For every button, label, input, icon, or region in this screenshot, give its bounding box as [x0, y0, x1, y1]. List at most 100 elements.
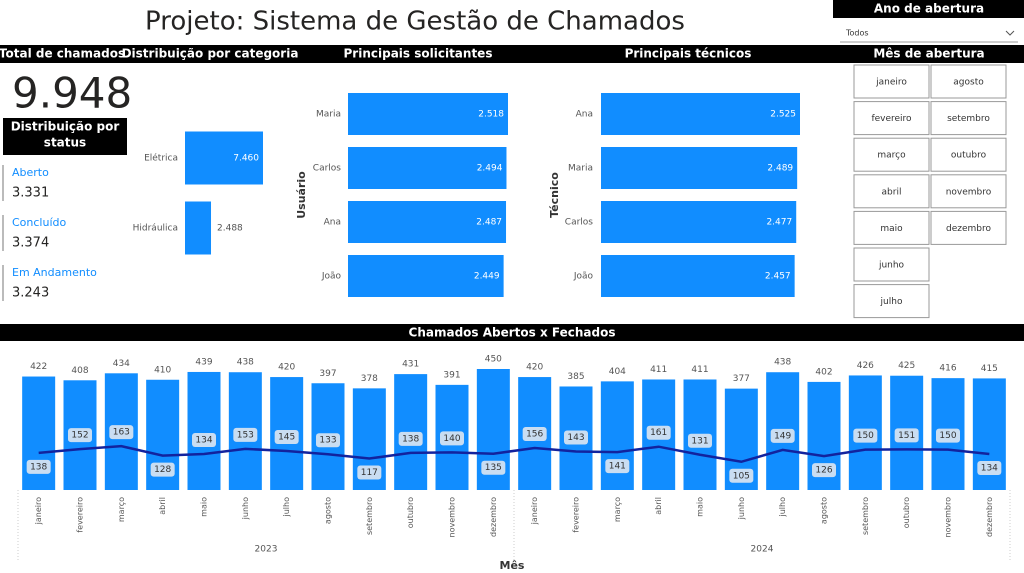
button-box	[853, 284, 930, 319]
status-title: Distribuição por	[11, 120, 120, 134]
month-button[interactable]: outubro	[930, 137, 1007, 172]
button-label: julho	[880, 297, 903, 307]
label-box	[522, 427, 547, 442]
chart-title: Chamados Abertos x Fechados	[409, 326, 616, 340]
value-label: 150	[939, 431, 956, 441]
value-label: 163	[113, 428, 130, 438]
value-label: 415	[981, 364, 998, 374]
status-label: Concluído	[12, 216, 66, 229]
value-label: 434	[113, 359, 130, 369]
button-box	[930, 137, 1007, 172]
category-label: Carlos	[313, 164, 342, 174]
month-button[interactable]: agosto	[930, 64, 1007, 99]
value-label: 438	[237, 358, 254, 368]
label-box	[274, 430, 299, 445]
dropdown-value: Todos	[845, 29, 869, 38]
label-box	[688, 433, 712, 448]
value-label: 404	[609, 367, 626, 377]
slicer-title: Mês de abertura	[873, 47, 984, 61]
label-box	[192, 432, 216, 447]
label-box	[894, 428, 919, 443]
button-label: janeiro	[875, 78, 907, 88]
label-box	[233, 427, 258, 442]
value-label: 422	[30, 362, 47, 372]
month-button[interactable]: dezembro	[930, 210, 1007, 245]
category-label: Maria	[568, 164, 593, 174]
value-label: 377	[733, 374, 750, 384]
bar	[601, 93, 800, 135]
header-band	[0, 45, 1024, 63]
button-label: abril	[882, 187, 902, 197]
value-label: 149	[774, 431, 791, 441]
bar	[601, 255, 795, 297]
button-label: março	[877, 151, 906, 161]
button-box	[853, 247, 930, 282]
kpi-value: 9.948	[12, 69, 132, 118]
status-title: status	[44, 136, 86, 150]
value-label: 138	[30, 462, 47, 472]
month-button[interactable]: julho	[853, 284, 930, 319]
kpi-title: Total de chamados	[0, 47, 125, 61]
group-label: 2023	[255, 545, 278, 555]
button-box	[853, 101, 930, 136]
x-tick-label: maio	[200, 497, 209, 517]
label-box	[150, 462, 175, 477]
value-label: 145	[278, 433, 295, 443]
x-tick-label: dezembro	[489, 497, 498, 537]
value-label: 2.494	[477, 164, 503, 174]
bar	[187, 371, 221, 490]
button-box	[930, 101, 1007, 136]
value-label: 135	[485, 463, 502, 473]
category-label: Elétrica	[144, 153, 178, 164]
label-box	[26, 459, 51, 474]
x-tick-label: junho	[241, 497, 250, 520]
value-label: 7.460	[233, 154, 259, 164]
month-button[interactable]: novembro	[930, 174, 1007, 209]
value-label: 2.457	[765, 272, 791, 282]
button-box	[930, 174, 1007, 209]
value-label: 439	[195, 357, 212, 367]
label-box	[812, 463, 836, 478]
button-box	[930, 210, 1007, 245]
page-title: Projeto: Sistema de Gestão de Chamados	[145, 7, 685, 37]
value-label: 411	[691, 365, 708, 375]
month-button[interactable]: setembro	[930, 101, 1007, 136]
month-button[interactable]: março	[853, 137, 930, 172]
month-button[interactable]: abril	[853, 174, 930, 209]
label-box	[729, 468, 754, 483]
value-label: 134	[195, 435, 212, 445]
value-label: 105	[733, 471, 750, 481]
slicer-title: Ano de abertura	[874, 2, 984, 16]
month-button[interactable]: janeiro	[853, 64, 930, 99]
month-button[interactable]: maio	[853, 210, 930, 245]
month-button[interactable]: fevereiro	[853, 101, 930, 136]
x-tick-label: janeiro	[34, 497, 43, 525]
x-tick-label: fevereiro	[76, 497, 85, 533]
value-label: 133	[319, 436, 336, 446]
bar	[185, 201, 212, 255]
button-box	[853, 64, 930, 99]
x-tick-label: novembro	[448, 497, 457, 538]
button-label: fevereiro	[871, 114, 912, 124]
value-label: 425	[898, 361, 915, 371]
bar	[348, 201, 507, 243]
x-tick-label: outubro	[902, 497, 911, 528]
value-label: 2.449	[474, 272, 500, 282]
bar	[348, 255, 504, 297]
value-label: 140	[443, 434, 460, 444]
status-label: Aberto	[12, 166, 49, 179]
header-band	[0, 324, 1024, 341]
value-label: 138	[402, 434, 419, 444]
button-label: setembro	[947, 114, 990, 124]
button-box	[930, 64, 1007, 99]
year-dropdown[interactable]: Todos	[840, 29, 1018, 43]
month-button[interactable]: junho	[853, 247, 930, 282]
x-tick-label: outubro	[406, 497, 415, 528]
value-label: 126	[815, 466, 832, 476]
y-axis-title: Técnico	[548, 172, 561, 218]
label-box	[646, 425, 671, 440]
bar	[348, 93, 508, 135]
value-label: 385	[567, 372, 584, 382]
value-label: 131	[691, 436, 708, 446]
status-bar	[2, 265, 4, 301]
